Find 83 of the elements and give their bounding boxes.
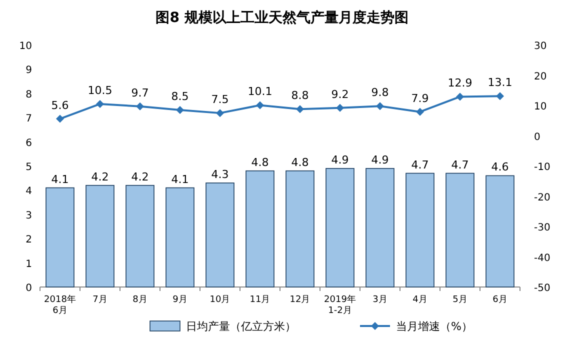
- data-label: 8.5: [171, 90, 189, 104]
- bar: [126, 184, 154, 288]
- legend-label: 当月增速（%）: [396, 320, 472, 333]
- chart-title: 图8 规模以上工业天然气产量月度走势图: [156, 9, 408, 26]
- point: [296, 105, 304, 114]
- y2-tick-label: -20: [534, 192, 550, 204]
- data-label: 12.9: [448, 76, 472, 90]
- x-tick-label: 2018年 6月: [44, 294, 76, 316]
- point: [96, 100, 104, 108]
- y-tick-label: 5: [26, 162, 32, 173]
- data-label: 4.6: [491, 160, 509, 174]
- bar: [166, 187, 194, 288]
- point: [216, 109, 224, 118]
- point: [256, 101, 264, 110]
- y-tick-label: 3: [26, 210, 32, 222]
- y2-tick-label: -50: [534, 283, 550, 294]
- y-tick-label: 6: [26, 138, 32, 149]
- y-tick-label: 7: [26, 114, 32, 125]
- bar: [326, 168, 354, 288]
- data-label: 7.5: [211, 93, 229, 106]
- bar: [206, 182, 234, 288]
- data-label: 10.1: [248, 85, 272, 98]
- data-label: 9.8: [371, 86, 389, 100]
- data-label: 4.8: [251, 156, 269, 169]
- x-tick-label: 7月: [92, 295, 108, 305]
- data-label: 10.5: [88, 84, 112, 97]
- x-tick-label: 3月: [372, 295, 388, 305]
- y-tick-label: 2: [26, 234, 32, 246]
- y-tick-label: 8: [26, 89, 32, 100]
- y-tick-label: 4: [26, 186, 32, 198]
- data-label: 8.8: [291, 89, 309, 102]
- bar: [486, 175, 514, 288]
- y2-tick-label: -30: [534, 222, 550, 234]
- point: [56, 114, 64, 123]
- data-label: 13.1: [488, 76, 512, 90]
- y2-tick-label: 10: [534, 102, 547, 112]
- data-label: 7.9: [411, 92, 429, 105]
- x-tick-label: 10月: [210, 295, 230, 305]
- data-label: 4.7: [451, 158, 469, 172]
- data-label: 4.3: [211, 168, 229, 181]
- legend-label: 日均产量（亿立方米）: [186, 320, 296, 333]
- bar: [446, 172, 474, 288]
- data-label: 4.9: [371, 153, 389, 166]
- data-label: 4.7: [411, 158, 429, 172]
- bar: [286, 170, 314, 288]
- point: [336, 104, 344, 112]
- y-tick-label: 9: [26, 65, 32, 76]
- bar: [246, 170, 274, 288]
- data-label: 4.8: [291, 156, 309, 169]
- x-tick-label: 6月: [492, 295, 508, 305]
- data-label: 4.1: [171, 172, 189, 186]
- point: [136, 102, 144, 110]
- point: [456, 92, 464, 101]
- data-label: 4.2: [131, 170, 149, 184]
- data-label: 4.2: [91, 170, 109, 184]
- y2-tick-label: -40: [534, 252, 550, 264]
- y-tick-label: 10: [19, 41, 32, 52]
- x-tick-label: 11月: [250, 295, 270, 305]
- point: [416, 108, 424, 116]
- y-tick-label: 0: [26, 283, 32, 294]
- y2-tick-label: -10: [534, 162, 550, 173]
- x-tick-label: 9月: [172, 295, 188, 305]
- data-label: 9.2: [331, 88, 349, 101]
- point: [376, 102, 384, 110]
- data-label: 9.7: [131, 86, 149, 100]
- bar: [46, 187, 74, 288]
- bar: [86, 184, 114, 288]
- data-label: 4.9: [331, 153, 349, 166]
- y2-tick-label: 20: [534, 71, 547, 82]
- bar: [366, 168, 394, 288]
- x-tick-label: 12月: [290, 295, 310, 305]
- data-label: 5.6: [51, 98, 69, 112]
- x-tick-label: 2019年 1-2月: [324, 294, 356, 316]
- x-tick-label: 4月: [412, 295, 428, 305]
- y-tick-label: 1: [26, 258, 32, 270]
- x-tick-label: 8月: [132, 295, 148, 305]
- y2-tick-label: 30: [534, 41, 547, 52]
- y2-tick-label: 0: [534, 132, 540, 143]
- data-label: 4.1: [51, 172, 69, 186]
- bar: [406, 172, 434, 288]
- point: [496, 92, 504, 100]
- point: [176, 106, 184, 114]
- x-tick-label: 5月: [452, 295, 468, 305]
